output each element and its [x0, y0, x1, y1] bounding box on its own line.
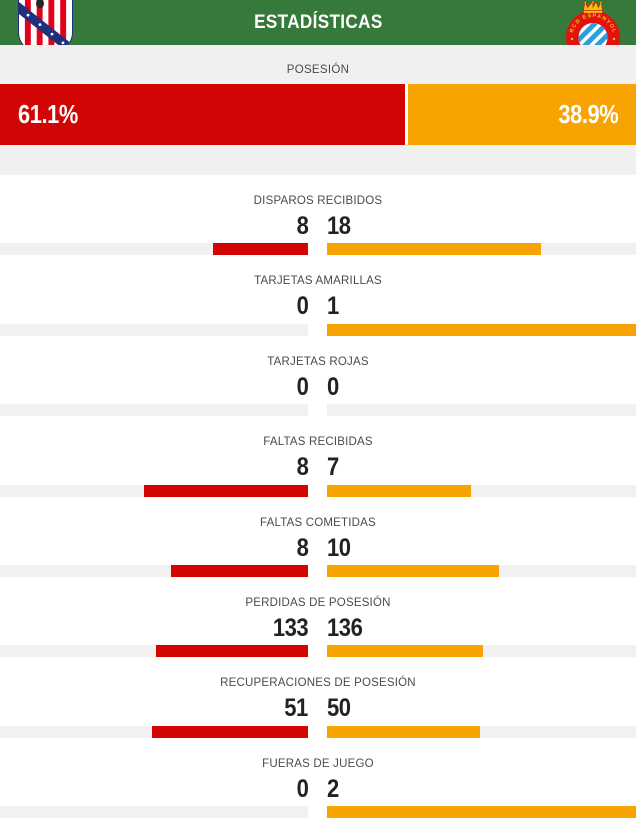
possession-away-value: 38.9% — [558, 99, 618, 129]
stat-label: FUERAS DE JUEGO — [262, 757, 374, 770]
home-bar-track — [0, 806, 308, 819]
stat-home-bar — [152, 725, 308, 738]
stat-row: PERDIDAS DE POSESIÓN 133 136 — [0, 577, 636, 658]
stat-away-value: 1 — [327, 292, 339, 321]
stat-bar-strip — [0, 484, 636, 497]
stat-home-value: 51 — [284, 694, 308, 723]
possession-section: POSESIÓN 61.1% 38.9% — [0, 45, 636, 175]
stat-label: PERDIDAS DE POSESIÓN — [245, 596, 391, 609]
stats-list: DISPAROS RECIBIDOS 8 18 TARJETAS AMARILLAS 0… — [0, 175, 636, 819]
stat-home-value: 8 — [296, 212, 308, 240]
stat-away-value: 7 — [327, 453, 339, 482]
stat-home-value: 0 — [296, 372, 308, 401]
home-bar-track — [0, 404, 308, 417]
stat-row: FUERAS DE JUEGO 0 2 — [0, 738, 636, 819]
stat-home-bar — [156, 645, 308, 658]
stat-values: 8 10 — [0, 533, 636, 562]
stat-bar-strip — [0, 243, 636, 256]
stat-values: 51 50 — [0, 694, 636, 723]
stat-away-bar — [327, 323, 636, 336]
away-bar-track — [327, 404, 636, 417]
stat-home-bar — [213, 243, 308, 256]
stat-bar-strip — [0, 564, 636, 577]
stat-away-value: 18 — [327, 212, 351, 240]
stat-row: RECUPERACIONES DE POSESIÓN 51 50 — [0, 657, 636, 738]
stat-away-bar — [327, 806, 636, 819]
stat-label: RECUPERACIONES DE POSESIÓN — [220, 677, 416, 690]
stat-home-value: 0 — [296, 292, 308, 321]
stat-label: TARJETAS ROJAS — [267, 355, 369, 368]
stat-away-bar — [327, 564, 499, 577]
stat-row: TARJETAS ROJAS 0 0 — [0, 336, 636, 417]
atletico-madrid-crest-icon — [18, 0, 73, 45]
possession-label: POSESIÓN — [286, 64, 350, 76]
stat-home-value: 8 — [296, 533, 308, 562]
stat-row: DISPAROS RECIBIDOS 8 18 — [0, 175, 636, 256]
stat-away-value: 50 — [327, 694, 351, 723]
possession-away-segment: 38.9% — [407, 84, 636, 145]
stat-label: FALTAS RECIBIDAS — [263, 436, 373, 449]
stat-home-value: 8 — [296, 453, 308, 482]
espanyol-crest-icon: RCD ESPANYOL — [566, 1, 620, 45]
stat-away-bar — [327, 243, 541, 256]
possession-home-value: 61.1% — [18, 99, 78, 129]
stat-row: TARJETAS AMARILLAS 0 1 — [0, 255, 636, 336]
stat-away-bar — [327, 645, 483, 658]
stat-row: FALTAS RECIBIDAS 8 7 — [0, 416, 636, 497]
stat-away-value: 2 — [327, 774, 339, 803]
stat-label: DISPAROS RECIBIDOS — [253, 195, 383, 207]
stat-home-bar — [144, 484, 308, 497]
stat-away-value: 136 — [327, 613, 363, 642]
stat-away-value: 0 — [327, 372, 339, 401]
possession-bar: 61.1% 38.9% — [0, 84, 636, 145]
stat-bar-strip — [0, 323, 636, 336]
stat-values: 8 18 — [0, 212, 636, 240]
stat-label: TARJETAS AMARILLAS — [254, 275, 382, 288]
possession-divider — [404, 84, 408, 145]
stat-values: 133 136 — [0, 613, 636, 642]
page-title: ESTADÍSTICAS — [253, 11, 383, 33]
stat-bar-strip — [0, 806, 636, 819]
stat-home-value: 0 — [296, 774, 308, 803]
stat-row: FALTAS COMETIDAS 8 10 — [0, 497, 636, 577]
home-bar-track — [0, 323, 308, 336]
header: ESTADÍSTICAS RCD ESPANYOL — [0, 0, 636, 45]
stat-label: FALTAS COMETIDAS — [260, 516, 376, 529]
stat-away-value: 10 — [327, 533, 351, 562]
stat-bar-strip — [0, 725, 636, 738]
stat-bar-strip — [0, 404, 636, 417]
stat-home-bar — [171, 564, 308, 577]
stat-away-bar — [327, 725, 480, 738]
stat-home-value: 133 — [272, 613, 309, 642]
possession-home-segment: 61.1% — [0, 84, 405, 145]
stat-bar-strip — [0, 645, 636, 658]
stat-away-bar — [327, 484, 471, 497]
